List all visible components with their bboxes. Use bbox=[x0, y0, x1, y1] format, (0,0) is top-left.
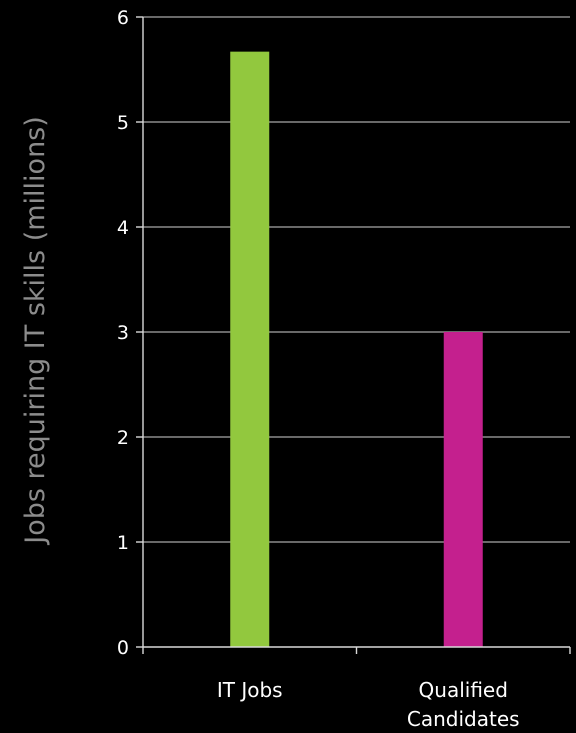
x-category-label: IT Jobs bbox=[217, 678, 283, 702]
y-tick-label-0: 0 bbox=[117, 637, 129, 659]
y-axis-title: Jobs requiring IT skills (millions) bbox=[20, 116, 51, 546]
y-tick-label-4: 4 bbox=[117, 217, 129, 239]
y-tick-label-1: 1 bbox=[117, 532, 129, 554]
y-tick-label-6: 6 bbox=[117, 7, 129, 29]
y-tick-label-5: 5 bbox=[117, 112, 129, 134]
bar-qualified-candidates bbox=[443, 332, 483, 647]
y-tick-label-3: 3 bbox=[117, 322, 129, 344]
bars bbox=[230, 51, 483, 647]
gridlines bbox=[143, 16, 570, 543]
y-tick-label-2: 2 bbox=[117, 427, 129, 449]
bar-it-jobs bbox=[230, 51, 270, 647]
labels: 0 1 2 3 4 5 6 IT Jobs Qualified Candidates bbox=[117, 7, 520, 731]
axes bbox=[136, 16, 571, 654]
x-category-label: Qualified bbox=[419, 678, 508, 702]
x-category-label: Candidates bbox=[407, 707, 520, 731]
